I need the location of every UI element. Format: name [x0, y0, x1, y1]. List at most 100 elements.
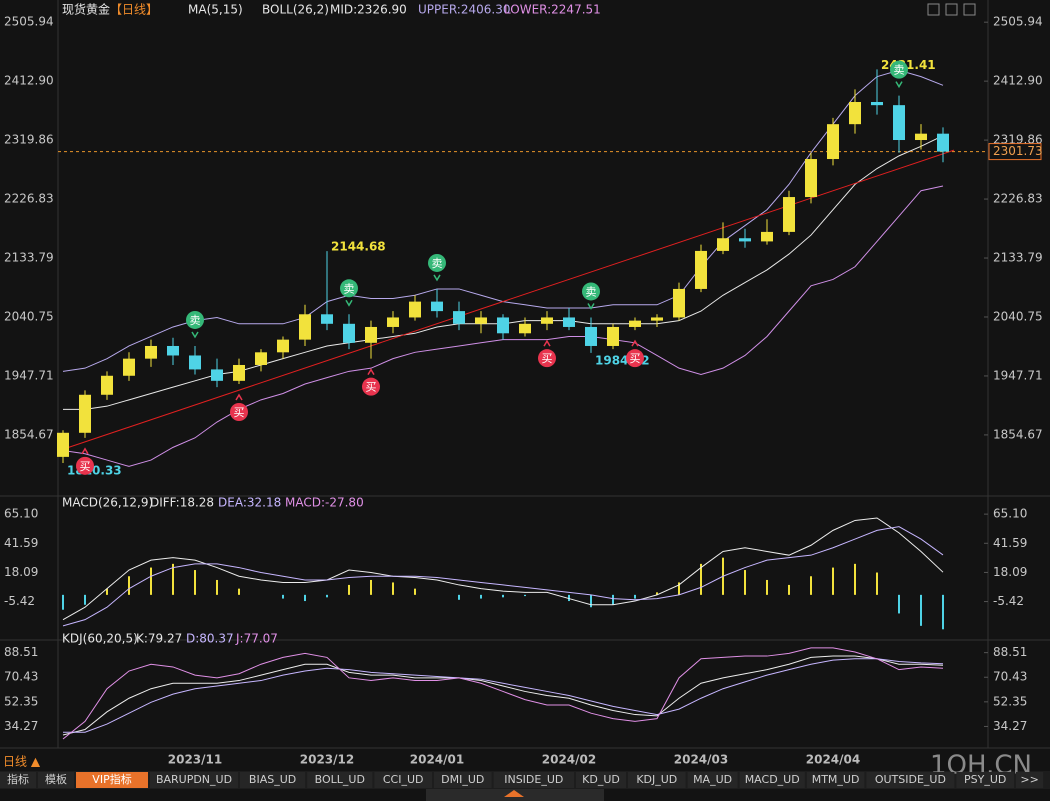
- candle-body: [233, 364, 245, 381]
- signal-badge[interactable]: [890, 60, 908, 79]
- tab-label[interactable]: MACD_UD: [745, 773, 800, 786]
- candle-body: [255, 352, 267, 365]
- signal-badge[interactable]: [340, 279, 358, 298]
- tab[interactable]: [687, 772, 738, 788]
- tab-label[interactable]: MA_UD: [693, 773, 732, 786]
- tab-label[interactable]: OUTSIDE_UD: [875, 773, 946, 786]
- tab[interactable]: [434, 772, 492, 788]
- tab-label[interactable]: BIAS_UD: [249, 773, 296, 786]
- tab[interactable]: [739, 772, 805, 788]
- kdj-line: [62, 655, 944, 736]
- candle-body: [563, 317, 575, 327]
- y-tick-label-right: 2040.75: [993, 309, 1043, 323]
- x-tick-label: 2023/12: [300, 753, 354, 767]
- timeframe[interactable]: 日线 ▲: [3, 755, 41, 769]
- candle-body: [871, 101, 883, 106]
- tab-label[interactable]: BARUPDN_UD: [156, 773, 232, 786]
- signal-arrow: [81, 447, 89, 455]
- signal-badge[interactable]: [230, 402, 248, 421]
- candle-body: [915, 133, 927, 141]
- signal-arrow: [433, 274, 441, 282]
- tab[interactable]: [76, 772, 148, 788]
- tab[interactable]: [628, 772, 686, 788]
- tab-label[interactable]: PSY_UD: [964, 773, 1006, 786]
- tab[interactable]: [576, 772, 626, 788]
- signal-arrow: [631, 339, 639, 347]
- x-tick-label: 2024/02: [542, 753, 596, 767]
- icon[interactable]: [963, 3, 976, 16]
- tab-label[interactable]: INSIDE_UD: [504, 773, 563, 786]
- candle-body: [211, 369, 223, 381]
- panel-legend: DIFF:18.28: [150, 496, 214, 510]
- candle-body: [365, 326, 377, 343]
- tab-label[interactable]: 指标: [7, 772, 29, 786]
- panel-legend: MID:2326.90: [330, 3, 407, 17]
- y-tick-label-left: 65.10: [4, 507, 38, 521]
- y-tick-label-left: 1854.67: [4, 427, 54, 441]
- signal-badge[interactable]: [626, 349, 644, 368]
- tab[interactable]: [307, 772, 373, 788]
- tab[interactable]: [38, 772, 74, 788]
- candle-body: [387, 317, 399, 327]
- last-price-box: [988, 143, 1042, 161]
- tab[interactable]: [0, 772, 36, 788]
- tab[interactable]: [240, 772, 306, 788]
- tab[interactable]: [150, 772, 238, 788]
- signal-badge[interactable]: [538, 349, 556, 368]
- candle-body: [893, 105, 905, 141]
- signal-badge[interactable]: [186, 310, 204, 329]
- icon[interactable]: [945, 3, 958, 16]
- tab-label[interactable]: CCI_UD: [383, 773, 424, 786]
- tab[interactable]: [493, 772, 574, 788]
- tab[interactable]: [956, 772, 1014, 788]
- scroll-handle[interactable]: [504, 790, 524, 797]
- tab[interactable]: [1016, 772, 1044, 788]
- tab-label[interactable]: 模板: [45, 772, 67, 786]
- tab[interactable]: [866, 772, 955, 788]
- signal-badge[interactable]: [428, 253, 446, 272]
- signal-badge[interactable]: [76, 456, 94, 475]
- candle-body: [607, 326, 619, 346]
- y-tick-label-left: 2505.94: [4, 15, 54, 29]
- signal-badge[interactable]: [582, 282, 600, 301]
- candle-body: [343, 323, 355, 343]
- tab-label[interactable]: KD_UD: [582, 773, 620, 786]
- tab-label[interactable]: KDJ_UD: [636, 773, 677, 786]
- tab-label[interactable]: >>: [1020, 773, 1038, 786]
- signal-label: 买: [234, 406, 245, 419]
- candle-body: [57, 432, 69, 457]
- candle-body: [145, 345, 157, 359]
- y-tick-label-left: 2412.90: [4, 74, 54, 88]
- trend-line: [62, 149, 955, 450]
- y-tick-label-left: 70.43: [4, 670, 38, 684]
- panel-legend: UPPER:2406.30: [418, 3, 510, 17]
- x-tick-label: 2024/03: [674, 753, 728, 767]
- panel-legend: K:79.27: [136, 632, 182, 646]
- tab[interactable]: [374, 772, 432, 788]
- icon[interactable]: [927, 3, 940, 16]
- tab[interactable]: [806, 772, 865, 788]
- last-price-label: 2301.73: [993, 144, 1043, 158]
- signal-arrow: [235, 393, 243, 401]
- candle-body: [409, 301, 421, 318]
- candle-body: [827, 124, 839, 160]
- signal-label: 卖: [586, 285, 597, 298]
- tab-label[interactable]: MTM_UD: [812, 773, 860, 786]
- y-tick-label-left: 2226.83: [4, 192, 54, 206]
- candle-body: [321, 314, 333, 324]
- tab-label[interactable]: VIP指标: [92, 772, 131, 786]
- signal-label: 卖: [190, 314, 201, 327]
- signal-badge[interactable]: [362, 377, 380, 396]
- signal-arrow: [543, 339, 551, 347]
- panel-legend: BOLL(26,2): [262, 3, 329, 17]
- tab-label[interactable]: DMI_UD: [441, 773, 484, 786]
- panel-legend: KDJ(60,20,5): [62, 632, 138, 646]
- candle-body: [541, 317, 553, 324]
- signal-label: 买: [366, 381, 377, 394]
- y-tick-label-right: -5.42: [993, 594, 1024, 608]
- candle-body: [717, 238, 729, 251]
- candle-body: [79, 394, 91, 433]
- tab-label[interactable]: BOLL_UD: [315, 773, 365, 786]
